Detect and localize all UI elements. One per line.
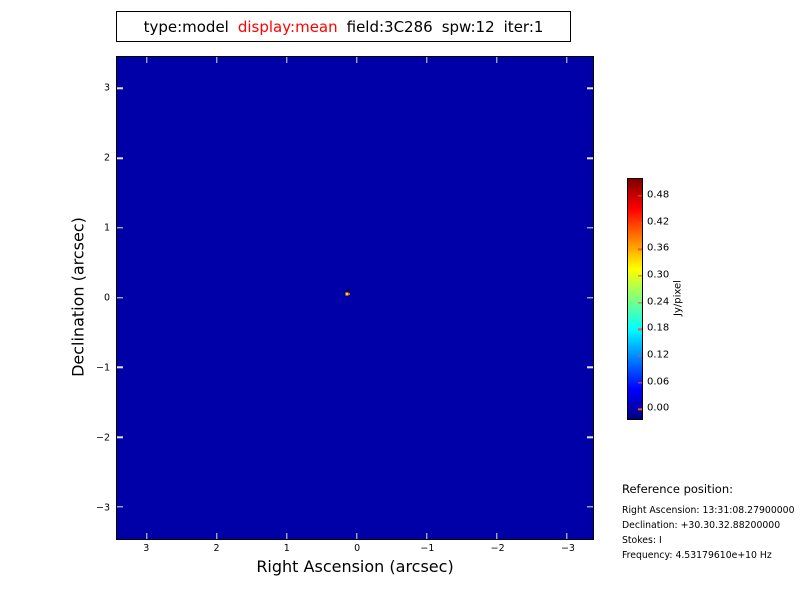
title-segment-display: display:mean xyxy=(237,17,338,36)
reference-stokes: Stokes: I xyxy=(622,535,662,546)
y-tick-label: 1 xyxy=(103,222,110,234)
x-tick-mark-top xyxy=(356,57,358,63)
y-tick-mark-right xyxy=(587,227,593,229)
x-tick-mark-bottom xyxy=(286,533,288,539)
x-tick-label: 3 xyxy=(143,543,150,554)
colorbar-tick-mark xyxy=(638,248,642,250)
x-tick-mark-top xyxy=(146,57,148,63)
y-tick-label: 3 xyxy=(103,82,110,94)
y-tick-label: 2 xyxy=(103,152,110,164)
colorbar-tick-label: 0.00 xyxy=(647,402,670,414)
x-tick-label: 1 xyxy=(283,543,290,554)
colorbar-tick-mark xyxy=(638,221,642,224)
x-tick-mark-top xyxy=(216,57,218,63)
colorbar-tick-label: 0.12 xyxy=(647,349,670,361)
y-tick-mark-right xyxy=(587,87,593,90)
y-tick-label: −3 xyxy=(95,502,110,514)
x-tick-mark-top xyxy=(496,57,498,63)
reference-position-block: Reference position: Right Ascension: 13:… xyxy=(622,482,800,563)
colorbar-tick-labels: 0.48 0.42 0.36 0.30 0.24 0.18 0.12 0.06 0.00 xyxy=(647,178,689,418)
x-tick-mark-bottom xyxy=(216,533,218,539)
y-tick-mark-left xyxy=(117,366,123,369)
y-axis-label: Declination (arcsec) xyxy=(68,217,88,377)
colorbar-tick-mark xyxy=(638,381,642,384)
x-tick-label: 2 xyxy=(213,543,220,554)
title-segment-iter: iter:1 xyxy=(503,17,544,36)
y-tick-mark-left xyxy=(117,157,123,159)
colorbar-unit-label: Jy/pixel xyxy=(672,280,684,316)
colorbar-tick-mark xyxy=(638,195,642,197)
y-tick-mark-left xyxy=(117,87,123,90)
y-tick-mark-left xyxy=(117,506,123,508)
x-tick-mark-bottom xyxy=(566,533,568,539)
y-tick-mark-left xyxy=(117,296,123,299)
y-tick-mark-right xyxy=(587,366,593,369)
x-axis-tick-labels: 3 2 1 0 −1 −2 −3 xyxy=(116,543,594,556)
y-tick-label: −2 xyxy=(95,432,110,444)
reference-declination: Declination: +30.30.32.88200000 xyxy=(622,520,781,531)
reference-frequency: Frequency: 4.53179610e+10 Hz xyxy=(622,550,772,561)
reference-position-heading: Reference position: xyxy=(622,482,733,496)
x-tick-mark-top xyxy=(286,57,288,63)
x-tick-label: −3 xyxy=(560,543,575,554)
x-tick-mark-bottom xyxy=(426,533,428,539)
y-tick-mark-left xyxy=(117,227,123,229)
title-segment-field: field:3C286 xyxy=(346,17,433,36)
colorbar-tick-mark xyxy=(638,355,642,357)
x-tick-mark-top xyxy=(566,57,568,63)
x-tick-mark-bottom xyxy=(146,533,148,539)
y-tick-mark-right xyxy=(587,506,593,508)
y-tick-mark-left xyxy=(117,436,123,438)
x-tick-label: −2 xyxy=(490,543,505,554)
y-tick-label: −1 xyxy=(95,362,110,374)
colorbar-tick-label: 0.24 xyxy=(647,296,670,308)
colorbar-tick-label: 0.18 xyxy=(647,322,670,334)
plot-title-box: type:model display:mean field:3C286 spw:… xyxy=(116,11,571,42)
colorbar-tick-mark xyxy=(638,301,642,304)
x-tick-mark-bottom xyxy=(356,533,358,539)
colorbar xyxy=(627,178,643,420)
reference-right-ascension: Right Ascension: 13:31:08.27900000 xyxy=(622,505,795,516)
x-tick-label: −1 xyxy=(420,543,435,554)
y-axis-tick-labels: 3 2 1 0 −1 −2 −3 xyxy=(64,56,110,540)
colorbar-tick-label: 0.48 xyxy=(647,189,670,201)
colorbar-tick-label: 0.06 xyxy=(647,376,670,388)
y-tick-mark-right xyxy=(587,157,593,159)
x-tick-mark-top xyxy=(426,57,428,63)
colorbar-tick-label: 0.30 xyxy=(647,269,670,281)
colorbar-tick-label: 0.36 xyxy=(647,242,670,254)
point-source-pixel xyxy=(346,288,350,292)
y-tick-label: 0 xyxy=(103,292,110,304)
image-plot-area xyxy=(116,56,594,540)
colorbar-tick-mark xyxy=(638,275,642,277)
colorbar-tick-mark xyxy=(638,408,642,410)
point-source-pixel xyxy=(345,292,349,296)
y-tick-mark-right xyxy=(587,296,593,299)
title-segment-spw: spw:12 xyxy=(441,17,495,36)
x-tick-label: 0 xyxy=(354,543,361,554)
x-tick-mark-bottom xyxy=(496,533,498,539)
point-source-pixel xyxy=(348,293,351,296)
colorbar-tick-mark xyxy=(638,328,642,330)
x-axis-label: Right Ascension (arcsec) xyxy=(256,557,454,576)
y-tick-mark-right xyxy=(587,436,593,438)
colorbar-tick-label: 0.42 xyxy=(647,216,670,228)
title-segment-type: type:model xyxy=(143,17,229,36)
